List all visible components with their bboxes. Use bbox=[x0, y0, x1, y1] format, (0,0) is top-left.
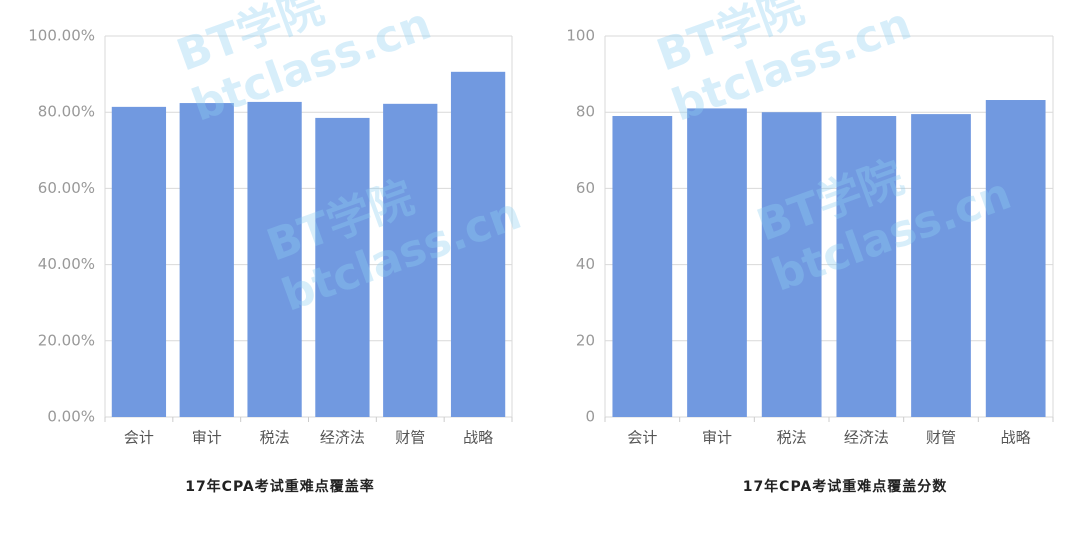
y-tick-label: 0 bbox=[585, 408, 595, 426]
x-tick-label: 战略 bbox=[1001, 429, 1031, 447]
x-tick-label: 审计 bbox=[702, 429, 732, 447]
bar bbox=[985, 100, 1046, 418]
chart-title: 17年CPA考试重难点覆盖率 bbox=[185, 478, 375, 495]
y-tick-label: 60 bbox=[576, 179, 595, 197]
bar bbox=[315, 117, 370, 417]
y-tick-label: 100.00% bbox=[28, 27, 95, 45]
y-tick-label: 40.00% bbox=[38, 255, 95, 273]
bar bbox=[761, 112, 822, 417]
bar bbox=[450, 71, 506, 418]
bar bbox=[911, 114, 971, 417]
x-tick-label: 会计 bbox=[124, 429, 154, 447]
y-tick-label: 100 bbox=[566, 27, 595, 45]
x-tick-label: 税法 bbox=[260, 429, 290, 447]
y-tick-label: 0.00% bbox=[47, 408, 95, 426]
x-tick-label: 经济法 bbox=[320, 429, 365, 447]
x-tick-label: 财管 bbox=[926, 429, 956, 447]
x-tick-label: 税法 bbox=[777, 429, 807, 447]
bar bbox=[111, 106, 167, 417]
y-tick-label: 80.00% bbox=[38, 103, 95, 121]
bar bbox=[612, 116, 673, 417]
x-tick-label: 审计 bbox=[192, 429, 222, 447]
bar bbox=[836, 116, 897, 417]
bar bbox=[687, 108, 747, 417]
x-tick-label: 会计 bbox=[627, 429, 657, 447]
chart-title: 17年CPA考试重难点覆盖分数 bbox=[743, 478, 948, 495]
y-tick-label: 40 bbox=[576, 255, 595, 273]
x-tick-label: 经济法 bbox=[844, 429, 889, 447]
bar bbox=[383, 103, 438, 418]
y-tick-label: 20 bbox=[576, 331, 595, 349]
bar bbox=[247, 101, 302, 418]
bar bbox=[179, 103, 234, 417]
y-tick-label: 60.00% bbox=[38, 179, 95, 197]
x-tick-label: 战略 bbox=[463, 429, 493, 447]
x-tick-label: 财管 bbox=[395, 429, 425, 447]
y-tick-label: 20.00% bbox=[38, 331, 95, 349]
y-tick-label: 80 bbox=[576, 103, 595, 121]
